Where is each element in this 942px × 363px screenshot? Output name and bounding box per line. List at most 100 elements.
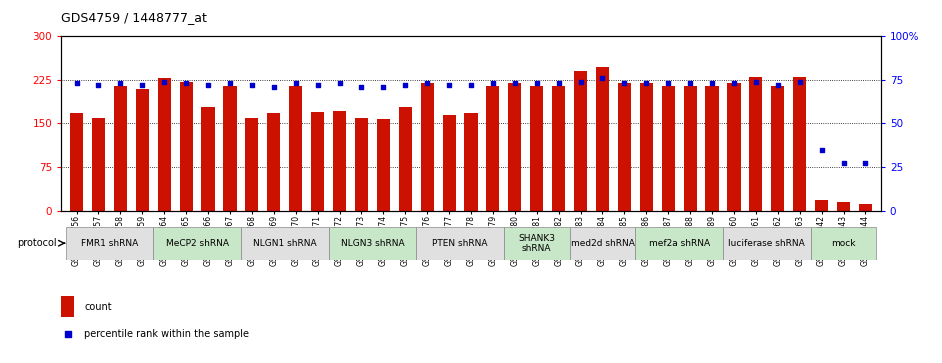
Bar bbox=[289, 86, 302, 211]
Point bbox=[726, 81, 741, 86]
Text: NLGN1 shRNA: NLGN1 shRNA bbox=[253, 239, 317, 248]
Bar bbox=[706, 86, 719, 211]
Point bbox=[179, 81, 194, 86]
Text: luciferase shRNA: luciferase shRNA bbox=[728, 239, 805, 248]
Bar bbox=[859, 204, 872, 211]
Bar bbox=[771, 86, 785, 211]
Text: mock: mock bbox=[831, 239, 855, 248]
Point bbox=[639, 81, 654, 86]
Point bbox=[288, 81, 303, 86]
Bar bbox=[416, 227, 504, 260]
Bar bbox=[420, 83, 433, 211]
Text: percentile rank within the sample: percentile rank within the sample bbox=[85, 329, 250, 339]
Point bbox=[332, 81, 347, 86]
Bar bbox=[574, 71, 587, 211]
Point bbox=[463, 82, 479, 88]
Bar bbox=[268, 113, 281, 211]
Bar bbox=[836, 202, 850, 211]
Bar bbox=[811, 227, 876, 260]
Bar bbox=[92, 118, 106, 211]
Bar bbox=[618, 83, 631, 211]
Bar bbox=[398, 107, 412, 211]
Point bbox=[705, 81, 720, 86]
Text: FMR1 shRNA: FMR1 shRNA bbox=[81, 239, 138, 248]
Bar bbox=[223, 86, 236, 211]
Point bbox=[354, 84, 369, 90]
Point bbox=[792, 79, 807, 85]
Bar bbox=[552, 86, 565, 211]
Bar bbox=[727, 83, 740, 211]
Bar bbox=[202, 107, 215, 211]
Point bbox=[156, 79, 171, 85]
Bar bbox=[333, 111, 346, 211]
Point bbox=[573, 79, 588, 85]
Bar bbox=[377, 119, 390, 211]
Point bbox=[814, 147, 829, 152]
Bar bbox=[635, 227, 723, 260]
Point bbox=[617, 81, 632, 86]
Point bbox=[69, 81, 84, 86]
Bar bbox=[154, 227, 241, 260]
Text: protocol: protocol bbox=[17, 238, 57, 248]
Text: mef2a shRNA: mef2a shRNA bbox=[649, 239, 709, 248]
Bar bbox=[66, 227, 154, 260]
Point bbox=[91, 82, 106, 88]
Point bbox=[135, 82, 150, 88]
Bar bbox=[640, 83, 653, 211]
Bar bbox=[311, 112, 324, 211]
Bar bbox=[180, 82, 193, 211]
Bar bbox=[723, 227, 811, 260]
Point bbox=[683, 81, 698, 86]
Text: PTEN shRNA: PTEN shRNA bbox=[432, 239, 488, 248]
Bar bbox=[355, 118, 368, 211]
Text: med2d shRNA: med2d shRNA bbox=[571, 239, 634, 248]
Text: NLGN3 shRNA: NLGN3 shRNA bbox=[341, 239, 404, 248]
Bar bbox=[509, 83, 522, 211]
Bar bbox=[136, 89, 149, 211]
Bar bbox=[684, 86, 697, 211]
Point bbox=[595, 75, 610, 81]
Point bbox=[113, 81, 128, 86]
Point bbox=[771, 82, 786, 88]
Bar bbox=[749, 77, 762, 211]
Bar bbox=[530, 86, 544, 211]
Point bbox=[442, 82, 457, 88]
Point bbox=[60, 331, 75, 337]
Point bbox=[858, 160, 873, 166]
Bar bbox=[61, 296, 74, 317]
Point bbox=[748, 79, 763, 85]
Point bbox=[508, 81, 523, 86]
Bar bbox=[329, 227, 416, 260]
Bar bbox=[815, 200, 828, 211]
Point bbox=[485, 81, 500, 86]
Bar bbox=[443, 115, 456, 211]
Point bbox=[310, 82, 325, 88]
Point bbox=[529, 81, 544, 86]
Point bbox=[398, 82, 413, 88]
Point bbox=[201, 82, 216, 88]
Text: GDS4759 / 1448777_at: GDS4759 / 1448777_at bbox=[61, 11, 207, 24]
Bar bbox=[596, 66, 609, 211]
Text: SHANK3
shRNA: SHANK3 shRNA bbox=[518, 234, 555, 253]
Bar bbox=[70, 113, 83, 211]
Point bbox=[376, 84, 391, 90]
Bar bbox=[464, 113, 478, 211]
Text: MeCP2 shRNA: MeCP2 shRNA bbox=[166, 239, 229, 248]
Point bbox=[244, 82, 259, 88]
Bar bbox=[486, 86, 499, 211]
Bar bbox=[504, 227, 570, 260]
Bar bbox=[793, 77, 806, 211]
Point bbox=[551, 81, 566, 86]
Bar bbox=[661, 86, 674, 211]
Bar bbox=[114, 86, 127, 211]
Point bbox=[836, 160, 851, 166]
Bar bbox=[245, 118, 258, 211]
Point bbox=[267, 84, 282, 90]
Point bbox=[419, 81, 434, 86]
Point bbox=[660, 81, 675, 86]
Bar bbox=[570, 227, 635, 260]
Text: count: count bbox=[85, 302, 112, 312]
Bar bbox=[157, 78, 171, 211]
Bar bbox=[241, 227, 329, 260]
Point bbox=[222, 81, 237, 86]
